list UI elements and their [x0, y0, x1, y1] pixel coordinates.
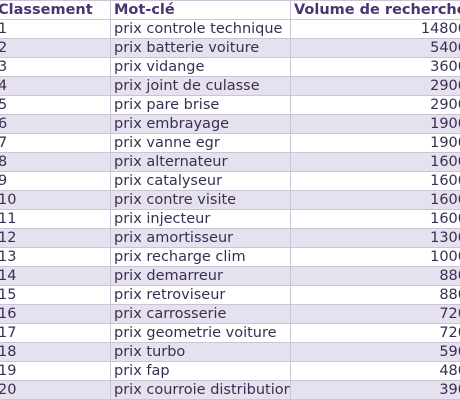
keyword-cell: prix vanne egr	[110, 133, 291, 153]
keyword-cell: prix demarreur	[110, 266, 291, 286]
keyword-cell: prix batterie voiture	[110, 38, 291, 58]
table-row: 13prix recharge clim1000	[0, 247, 460, 267]
table-row: 16prix carrosserie720	[0, 304, 460, 324]
rank-cell: 17	[0, 323, 111, 343]
keyword-cell: prix pare brise	[110, 95, 291, 115]
rank-cell: 11	[0, 209, 111, 229]
rank-cell: 3	[0, 57, 111, 77]
rank-cell: 20	[0, 380, 111, 400]
search-volume-cell: 3600	[290, 57, 460, 77]
search-volume-cell: 480	[290, 361, 460, 381]
rank-cell: 16	[0, 304, 111, 324]
keyword-cell: prix amortisseur	[110, 228, 291, 248]
keyword-cell: prix contre visite	[110, 190, 291, 210]
rank-cell: 19	[0, 361, 111, 381]
search-volume-cell: 2900	[290, 76, 460, 96]
keyword-cell: prix recharge clim	[110, 247, 291, 267]
header-rank: Classement	[0, 0, 111, 20]
keyword-cell: prix embrayage	[110, 114, 291, 134]
table-row: 11prix injecteur1600	[0, 209, 460, 229]
rank-cell: 18	[0, 342, 111, 362]
search-volume-cell: 720	[290, 323, 460, 343]
table-row: 15prix retroviseur880	[0, 285, 460, 305]
rank-cell: 10	[0, 190, 111, 210]
search-volume-cell: 1900	[290, 114, 460, 134]
rank-cell: 12	[0, 228, 111, 248]
search-volume-cell: 1000	[290, 247, 460, 267]
keyword-cell: prix courroie distribution	[110, 380, 291, 400]
rank-cell: 4	[0, 76, 111, 96]
rank-cell: 13	[0, 247, 111, 267]
keyword-cell: prix turbo	[110, 342, 291, 362]
keyword-cell: prix retroviseur	[110, 285, 291, 305]
search-volume-cell: 5400	[290, 38, 460, 58]
keyword-cell: prix injecteur	[110, 209, 291, 229]
table-header-row: Classement Mot-clé Volume de recherche	[0, 0, 460, 20]
keyword-cell: prix alternateur	[110, 152, 291, 172]
table-row: 10prix contre visite1600	[0, 190, 460, 210]
rank-cell: 15	[0, 285, 111, 305]
search-volume-cell: 590	[290, 342, 460, 362]
rank-cell: 1	[0, 19, 111, 39]
table-row: 14prix demarreur880	[0, 266, 460, 286]
rank-cell: 14	[0, 266, 111, 286]
keyword-cell: prix catalyseur	[110, 171, 291, 191]
rank-cell: 2	[0, 38, 111, 58]
header-keyword: Mot-clé	[110, 0, 291, 20]
table-row: 20prix courroie distribution390	[0, 380, 460, 400]
keyword-cell: prix geometrie voiture	[110, 323, 291, 343]
search-volume-cell: 390	[290, 380, 460, 400]
table-row: 12prix amortisseur1300	[0, 228, 460, 248]
keyword-cell: prix carrosserie	[110, 304, 291, 324]
rank-cell: 7	[0, 133, 111, 153]
search-volume-cell: 2900	[290, 95, 460, 115]
search-volume-cell: 14800	[290, 19, 460, 39]
header-search-volume: Volume de recherche	[290, 0, 460, 20]
search-volume-cell: 720	[290, 304, 460, 324]
search-volume-cell: 880	[290, 266, 460, 286]
search-volume-cell: 1900	[290, 133, 460, 153]
table-row: 17prix geometrie voiture720	[0, 323, 460, 343]
keyword-cell: prix controle technique	[110, 19, 291, 39]
keyword-cell: prix vidange	[110, 57, 291, 77]
search-volume-cell: 880	[290, 285, 460, 305]
search-volume-cell: 1300	[290, 228, 460, 248]
table-row: 18prix turbo590	[0, 342, 460, 362]
keyword-cell: prix joint de culasse	[110, 76, 291, 96]
rank-cell: 8	[0, 152, 111, 172]
keyword-cell: prix fap	[110, 361, 291, 381]
rank-cell: 9	[0, 171, 111, 191]
rank-cell: 5	[0, 95, 111, 115]
rank-cell: 6	[0, 114, 111, 134]
